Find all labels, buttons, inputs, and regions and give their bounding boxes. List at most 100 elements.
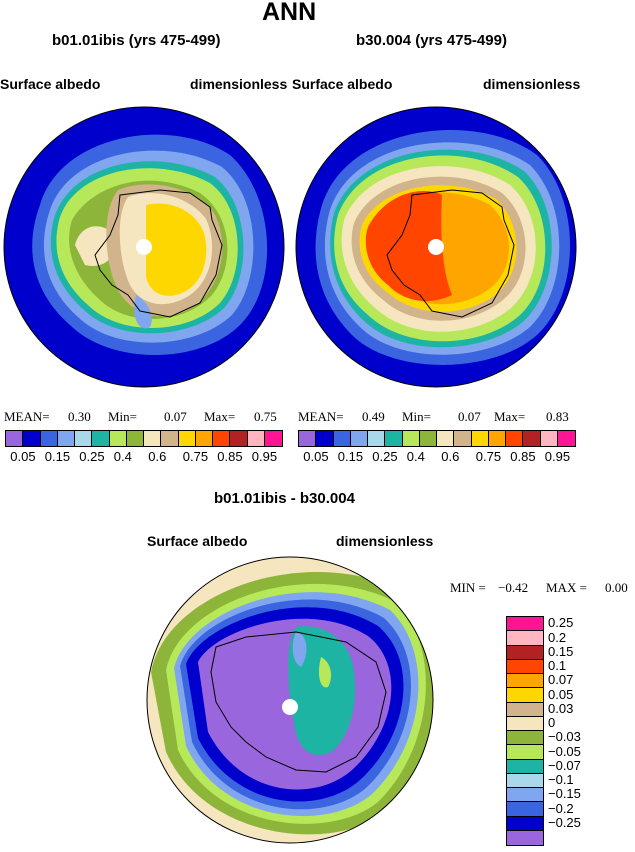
right-min-value: 0.07 (458, 409, 481, 424)
colorbar-swatch (92, 431, 110, 446)
colorbar-tick-label: −0.05 (548, 743, 581, 759)
colorbar-tick-label: 0.75 (475, 449, 502, 464)
diff-case-title: b01.01ibis - b30.004 (214, 490, 355, 507)
colorbar-swatch (437, 431, 455, 446)
colorbar-tick-label: 0.6 (441, 449, 460, 464)
colorbar-swatch (507, 631, 543, 646)
colorbar-swatch (385, 431, 403, 446)
diff-max-label: MAX = (546, 580, 587, 595)
colorbar-tick-label: 0.25 (79, 449, 105, 464)
colorbar-swatch (161, 431, 179, 446)
colorbar-tick-label: 0.4 (113, 449, 132, 464)
colorbar-tick-label: −0.2 (548, 800, 574, 816)
colorbar-tick-label: 0.95 (544, 449, 571, 464)
colorbar-tick-label: 0.2 (548, 629, 567, 645)
right-units-label: dimensionless (483, 76, 581, 92)
colorbar-tick-label: 0.1 (548, 658, 567, 673)
diff-min-value: −0.42 (498, 580, 529, 595)
colorbar-swatch (299, 431, 317, 446)
colorbar-tick-label: −0.15 (548, 786, 581, 802)
colorbar-swatch (264, 431, 282, 446)
colorbar-tick-label: 0.03 (548, 700, 574, 716)
right-max-label: Max= (494, 409, 526, 424)
colorbar-tick-label: 0.05 (10, 449, 36, 464)
diff-polar-map (146, 556, 434, 844)
colorbar-swatch (23, 431, 41, 446)
colorbar-swatch (230, 431, 248, 446)
colorbar-swatch (507, 702, 543, 717)
colorbar-swatch (126, 431, 144, 446)
colorbar-tick-label: 0.85 (510, 449, 536, 464)
colorbar-swatch (506, 431, 524, 446)
left-variable-label: Surface albedo (0, 76, 101, 92)
colorbar-swatch (507, 645, 543, 660)
colorbar-swatch (507, 816, 543, 831)
colorbar-swatch (507, 759, 543, 774)
colorbar-tick-label: 0.05 (303, 449, 329, 464)
colorbar-swatch (40, 431, 58, 446)
right-max-value: 0.83 (546, 409, 569, 424)
colorbar-tick-label: 0.6 (148, 449, 167, 464)
colorbar-tick-label: 0.15 (548, 643, 574, 659)
main-title: ANN (262, 0, 317, 26)
colorbar-tick-label: 0 (548, 715, 556, 730)
colorbar-swatch (368, 431, 386, 446)
colorbar-tick-label: 0.4 (406, 449, 425, 464)
colorbar-swatch (316, 431, 334, 446)
left-mean-value: 0.30 (68, 409, 91, 424)
colorbar-swatch (507, 788, 543, 803)
colorbar-swatch (333, 431, 351, 446)
colorbar-swatch (507, 659, 543, 674)
colorbar-swatch (507, 688, 543, 703)
left-max-value: 0.75 (254, 409, 277, 424)
colorbar-swatch (488, 431, 506, 446)
right-case-title: b30.004 (yrs 475-499) (356, 32, 507, 49)
colorbar-tick-label: 0.05 (548, 686, 574, 702)
diff-colorbar (506, 616, 544, 846)
colorbar-swatch (6, 431, 24, 446)
colorbar-swatch (195, 431, 213, 446)
diff-units-label: dimensionless (336, 533, 434, 549)
colorbar-tick-label: −0.1 (548, 772, 574, 787)
colorbar-swatch (523, 431, 541, 446)
colorbar-swatch (454, 431, 472, 446)
left-polar-map (3, 106, 285, 388)
colorbar-swatch (507, 745, 543, 760)
colorbar-swatch (57, 431, 75, 446)
colorbar-swatch (507, 830, 543, 845)
right-polar-map (295, 106, 577, 388)
colorbar-tick-label: 0.85 (217, 449, 243, 464)
diff-variable-label: Surface albedo (147, 533, 248, 549)
right-min-label: Min= (402, 409, 432, 424)
colorbar-tick-label: −0.03 (548, 729, 581, 745)
colorbar-tick-label: 0.15 (44, 449, 71, 464)
colorbar-swatch (419, 431, 437, 446)
left-colorbar (5, 430, 283, 447)
colorbar-swatch (507, 731, 543, 746)
colorbar-tick-label: 0.25 (548, 615, 574, 631)
colorbar-tick-label: 0.95 (251, 449, 278, 464)
colorbar-swatch (350, 431, 368, 446)
colorbar-swatch (507, 773, 543, 788)
colorbar-tick-label: 0.07 (548, 672, 574, 688)
right-colorbar (298, 430, 576, 447)
left-case-title: b01.01ibis (yrs 475-499) (52, 32, 221, 49)
right-mean-label: MEAN= (298, 409, 344, 424)
colorbar-tick-label: 0.75 (182, 449, 209, 464)
colorbar-tick-label: 0.25 (372, 449, 398, 464)
colorbar-swatch (247, 431, 265, 446)
colorbar-swatch (402, 431, 420, 446)
colorbar-swatch (507, 716, 543, 731)
left-mean-label: MEAN= (4, 409, 50, 424)
right-variable-label: Surface albedo (292, 76, 393, 92)
colorbar-swatch (471, 431, 489, 446)
diff-max-value: 0.00 (605, 580, 628, 595)
right-mean-value: 0.49 (362, 409, 385, 424)
colorbar-swatch (178, 431, 196, 446)
diff-min-label: MIN = (450, 580, 486, 595)
colorbar-swatch (144, 431, 162, 446)
colorbar-swatch (213, 431, 231, 446)
colorbar-swatch (109, 431, 127, 446)
left-min-value: 0.07 (164, 409, 187, 424)
colorbar-swatch (75, 431, 93, 446)
